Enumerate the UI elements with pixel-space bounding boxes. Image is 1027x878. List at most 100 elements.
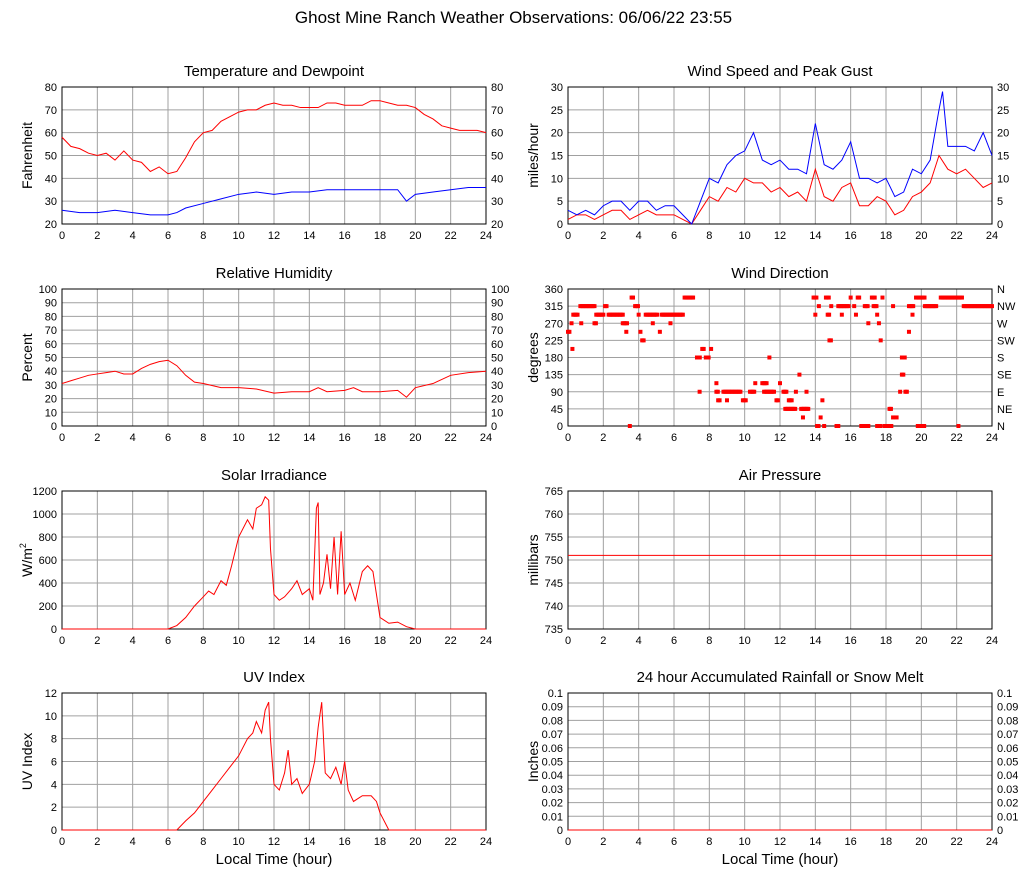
x-tick-label: 8 <box>200 836 206 848</box>
x-tick-label: 8 <box>706 432 712 444</box>
wind-direction-point <box>743 398 748 403</box>
x-tick-label: 12 <box>774 836 786 848</box>
wind-direction-point <box>567 329 572 334</box>
wind-direction-point <box>902 355 907 360</box>
y-tick-label: 2 <box>51 802 57 814</box>
wind-direction-point <box>874 304 879 309</box>
x-tick-label: 18 <box>880 836 892 848</box>
wind-direction-point <box>592 304 597 309</box>
x-tick-label: 4 <box>130 635 136 647</box>
y-tick-label: 750 <box>545 555 563 567</box>
y-tick-label: 60 <box>45 128 57 140</box>
wind-direction-point <box>934 304 939 309</box>
x-tick-label: 0 <box>59 230 65 242</box>
wind-direction-point <box>715 389 720 394</box>
x-tick-label: 8 <box>200 432 206 444</box>
x-tick-label: 24 <box>986 432 998 444</box>
y-tick-label: 270 <box>545 318 563 330</box>
y-tick-label: 0 <box>51 624 57 636</box>
wind-direction-point <box>836 424 841 428</box>
wind-direction-point <box>816 424 821 428</box>
wind-direction-point <box>922 295 927 300</box>
x-tick-label: 0 <box>565 432 571 444</box>
y-axis-label-superscript: 2 <box>18 543 28 548</box>
y-tick-label-right: 40 <box>491 366 503 378</box>
x-tick-label: 16 <box>339 432 351 444</box>
y-tick-label: 25 <box>551 105 563 117</box>
x-tick-label: 18 <box>880 230 892 242</box>
x-tick-label: 14 <box>303 635 315 647</box>
x-tick-label: 24 <box>986 230 998 242</box>
wind-direction-point <box>915 424 920 428</box>
wind-direction-point <box>627 424 632 428</box>
x-tick-label: 8 <box>706 230 712 242</box>
chart-title: Air Pressure <box>739 467 822 484</box>
x-axis-label: Local Time (hour) <box>216 851 333 868</box>
wind-direction-point <box>638 329 643 334</box>
x-tick-label: 12 <box>268 432 280 444</box>
x-tick-label: 0 <box>59 836 65 848</box>
x-tick-label: 0 <box>565 230 571 242</box>
x-tick-label: 0 <box>59 432 65 444</box>
wind-direction-point <box>764 381 769 386</box>
wind-direction-point <box>636 312 641 317</box>
wind-direction-point <box>697 355 702 360</box>
x-tick-label: 22 <box>951 635 963 647</box>
wind-direction-point <box>784 389 789 394</box>
y-tick-label-right: 0.04 <box>997 770 1018 782</box>
plot-frame <box>61 490 487 630</box>
x-tick-label: 12 <box>774 635 786 647</box>
wind-direction-point <box>894 415 899 420</box>
x-tick-label: 18 <box>374 836 386 848</box>
y-tick-label-right: S <box>997 353 1004 365</box>
x-tick-label: 6 <box>165 635 171 647</box>
wind-direction-point <box>725 398 729 403</box>
y-tick-label: 760 <box>545 509 563 521</box>
y-tick-label-right: SE <box>997 370 1012 382</box>
y-tick-label-right: 70 <box>491 325 503 337</box>
x-tick-label: 16 <box>339 635 351 647</box>
wind-direction-point <box>668 321 673 326</box>
wind-direction-point <box>829 304 834 309</box>
y-tick-label-right: 0 <box>997 219 1003 231</box>
y-tick-label-right: 60 <box>491 128 503 140</box>
y-tick-label-right: 40 <box>491 173 503 185</box>
y-tick-label: 90 <box>551 387 563 399</box>
x-tick-label: 16 <box>339 836 351 848</box>
y-tick-label: 20 <box>45 219 57 231</box>
wind-direction-point <box>814 295 819 300</box>
y-tick-label: 1200 <box>33 486 57 498</box>
wind-direction-point <box>570 346 575 351</box>
wind-direction-point <box>846 304 851 309</box>
y-tick-label: 0 <box>51 421 57 433</box>
wind-direction-point <box>604 304 609 309</box>
y-tick-label: 15 <box>551 151 563 163</box>
x-tick-label: 24 <box>986 836 998 848</box>
y-tick-label-right: 0.07 <box>997 729 1018 741</box>
x-tick-label: 22 <box>951 432 963 444</box>
wind-direction-point <box>872 295 877 300</box>
chart-title: Solar Irradiance <box>221 467 327 484</box>
y-tick-label: 50 <box>45 151 57 163</box>
y-tick-label-right: 10 <box>997 173 1009 185</box>
x-tick-label: 6 <box>165 836 171 848</box>
x-tick-label: 24 <box>480 836 492 848</box>
y-tick-label: 30 <box>45 380 57 392</box>
y-tick-label-right: 0.09 <box>997 702 1018 714</box>
x-tick-label: 6 <box>671 230 677 242</box>
x-tick-label: 10 <box>739 836 751 848</box>
plot-frame <box>567 490 993 630</box>
y-tick-label: 70 <box>45 105 57 117</box>
x-tick-label: 4 <box>636 836 642 848</box>
y-axis-label: Percent <box>19 333 35 381</box>
x-tick-label: 14 <box>303 230 315 242</box>
wind-direction-point <box>752 389 757 394</box>
x-tick-label: 2 <box>600 230 606 242</box>
x-tick-label: 0 <box>59 635 65 647</box>
y-tick-label-right: W <box>997 318 1008 330</box>
wind-direction-point <box>910 312 915 317</box>
y-tick-label: 90 <box>45 298 57 310</box>
wind-direction-point <box>706 355 711 360</box>
wind-direction-point <box>990 304 994 309</box>
